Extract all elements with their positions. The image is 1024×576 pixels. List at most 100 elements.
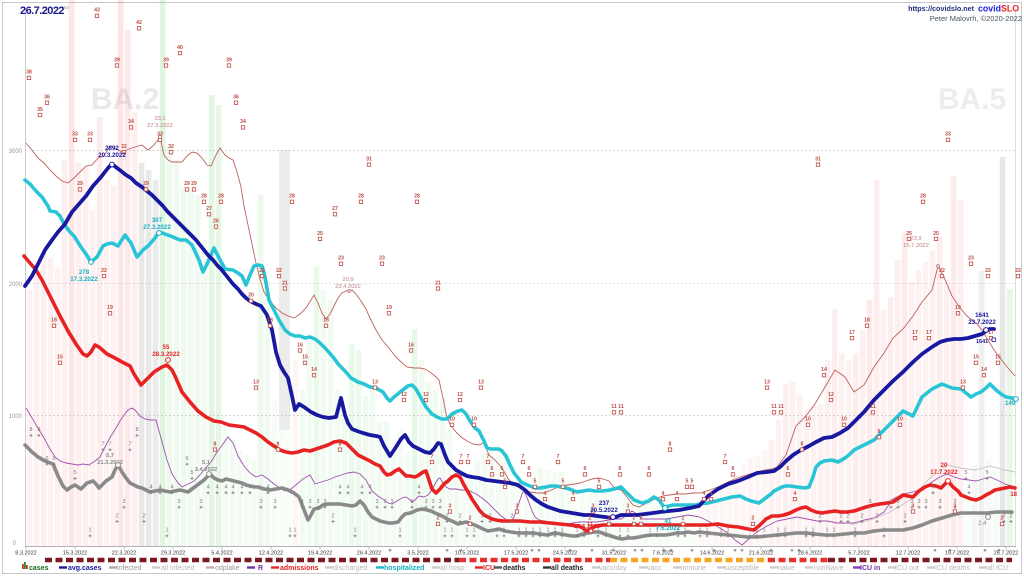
svg-text:2: 2 [1009, 513, 1012, 519]
svg-text:4: 4 [231, 485, 234, 491]
svg-text:33: 33 [72, 132, 78, 138]
svg-text:22: 22 [259, 268, 265, 274]
svg-text:33: 33 [945, 132, 951, 138]
svg-text:34: 34 [240, 119, 246, 125]
svg-text:22: 22 [985, 268, 991, 274]
svg-text:7: 7 [557, 454, 560, 460]
svg-text:2: 2 [480, 513, 483, 519]
svg-text:5: 5 [73, 470, 76, 476]
svg-text:7: 7 [467, 454, 470, 460]
svg-text:1: 1 [776, 528, 779, 534]
svg-text:5: 5 [691, 479, 694, 485]
svg-text:3.5.2022: 3.5.2022 [407, 551, 428, 557]
svg-text:17: 17 [988, 330, 994, 336]
svg-text:1: 1 [762, 528, 765, 534]
svg-text:1: 1 [575, 528, 578, 534]
svg-text:3: 3 [516, 503, 519, 509]
svg-text:8: 8 [29, 427, 32, 433]
svg-text:4: 4 [368, 485, 371, 491]
svg-text:38: 38 [26, 70, 32, 76]
svg-text:31.5.2022: 31.5.2022 [602, 551, 626, 557]
svg-text:417.6.2022: 41 7.6.2022 [656, 518, 681, 532]
svg-text:31: 31 [366, 156, 372, 162]
svg-text:BA.2: BA.2 [91, 83, 159, 116]
svg-text:42: 42 [136, 20, 142, 26]
svg-text:4: 4 [794, 491, 797, 497]
svg-text:16: 16 [297, 342, 303, 348]
svg-text:18: 18 [1010, 492, 1017, 498]
svg-text:21: 21 [282, 280, 288, 286]
svg-text:0: 0 [13, 541, 17, 547]
svg-text:39: 39 [163, 57, 169, 63]
svg-text:2: 2 [510, 513, 513, 519]
svg-text:4: 4 [676, 491, 679, 497]
svg-text:12.4.2022: 12.4.2022 [259, 551, 283, 557]
svg-text:6: 6 [501, 466, 504, 472]
svg-text:14.6.2022: 14.6.2022 [700, 551, 724, 557]
svg-text:4: 4 [662, 491, 665, 497]
svg-text:4: 4 [346, 485, 349, 491]
svg-text:all ICU: all ICU [987, 565, 1008, 572]
svg-text:naive: naive [778, 565, 795, 572]
svg-text:3: 3 [308, 499, 311, 505]
svg-text:vacc/day: vacc/day [599, 565, 627, 572]
svg-text:23: 23 [968, 256, 974, 262]
svg-text:admissions: admissions [280, 565, 319, 572]
svg-text:5: 5 [686, 479, 689, 485]
svg-text:12: 12 [828, 392, 834, 398]
svg-text:11: 11 [611, 404, 617, 410]
svg-text:1: 1 [804, 528, 807, 534]
svg-text:2: 2 [860, 513, 863, 519]
svg-text:13: 13 [960, 379, 966, 385]
svg-text:infected: infected [117, 565, 142, 572]
svg-text:4: 4 [206, 485, 209, 491]
svg-text:17.5.2022: 17.5.2022 [504, 551, 528, 557]
svg-text:3: 3 [122, 499, 125, 505]
svg-text:6: 6 [52, 456, 55, 462]
svg-text:27: 27 [206, 206, 212, 212]
svg-text:18: 18 [51, 318, 57, 324]
svg-text:1: 1 [755, 528, 758, 534]
svg-text:13: 13 [372, 379, 378, 385]
svg-text:2: 2 [589, 516, 592, 522]
svg-text:33,127.3.2022: 33,1 27.3.2022 [147, 116, 173, 129]
svg-text:6: 6 [787, 466, 790, 472]
svg-text:3: 3 [390, 499, 393, 505]
svg-text:3000: 3000 [9, 149, 23, 155]
svg-text:1: 1 [288, 528, 291, 534]
svg-text:6: 6 [45, 456, 48, 462]
svg-text:33: 33 [87, 132, 93, 138]
svg-text:7: 7 [101, 442, 104, 448]
svg-text:4: 4 [149, 485, 152, 491]
svg-text:5.4.2022: 5.4.2022 [211, 551, 232, 557]
svg-text:19: 19 [955, 305, 961, 311]
svg-text:28: 28 [289, 194, 295, 200]
svg-text:6: 6 [185, 456, 188, 462]
svg-text:20: 20 [248, 293, 254, 299]
svg-text:6: 6 [648, 466, 651, 472]
svg-text:7: 7 [128, 442, 131, 448]
svg-text:26.7.2022: 26.7.2022 [994, 551, 1018, 557]
svg-text:5,721.3.2022: 5,7 21.3.2022 [97, 453, 123, 466]
svg-text:1: 1 [648, 528, 651, 534]
svg-text:17: 17 [849, 330, 855, 336]
svg-text:1: 1 [726, 528, 729, 534]
svg-text:3: 3 [924, 499, 927, 505]
svg-text:1: 1 [538, 528, 541, 534]
svg-text:33: 33 [157, 132, 163, 138]
svg-text:https://covidslo.net: https://covidslo.net [908, 4, 974, 13]
svg-text:7: 7 [522, 454, 525, 460]
svg-text:discharged: discharged [333, 565, 367, 572]
svg-text:4: 4 [931, 485, 934, 491]
svg-text:1: 1 [353, 528, 356, 534]
svg-text:6: 6 [584, 466, 587, 472]
svg-text:nonNaive: nonNaive [814, 565, 844, 572]
svg-text:10: 10 [897, 417, 903, 423]
svg-text:covidSLO: covidSLO [978, 4, 1019, 14]
svg-text:20,923.4.2022: 20,9 23.4.2022 [335, 277, 361, 290]
svg-text:5: 5 [562, 479, 565, 485]
svg-text:2: 2 [903, 513, 906, 519]
svg-text:1: 1 [853, 528, 856, 534]
